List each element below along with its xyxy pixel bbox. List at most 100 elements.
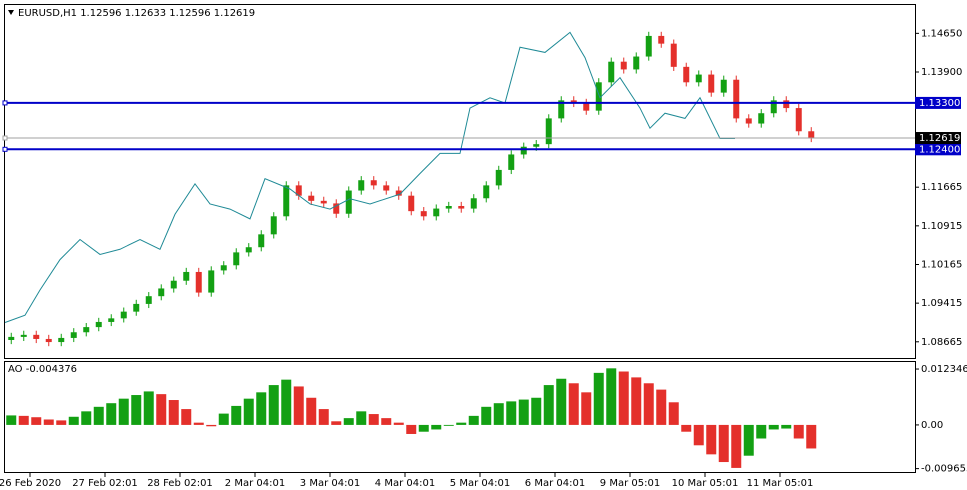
candle-body [470,198,477,209]
x-tick-label: 28 Feb 02:01 [147,478,213,489]
candle-body [758,113,765,124]
candle-body [770,100,777,114]
candle-body [270,216,277,235]
y-tick-label: 1.10915 [921,221,962,232]
ao-bar [31,417,42,425]
candle-body [158,288,165,297]
candle-body [433,208,440,217]
ao-bar [381,418,392,425]
candle-body [633,56,640,70]
ao-bar [518,399,529,425]
y-tick-label: 1.09415 [921,298,962,309]
ao-bar [531,397,542,425]
candle-body [33,334,40,339]
y-tick-label: -0.009653 [921,464,967,475]
ao-bar [781,424,792,429]
candle-body [420,211,427,217]
indicator-title: AO -0.004376 [8,364,77,375]
y-tick-label: 1.10165 [921,259,962,270]
ao-bar [18,415,29,425]
ao-bar [481,406,492,425]
candle-body [258,234,265,248]
candle-body [170,280,177,289]
level-handle [2,146,8,152]
candle-body [445,205,452,209]
ao-bar [356,411,367,425]
level-label: 1.12619 [919,133,960,144]
level-label-box [915,143,961,156]
ao-bar [331,421,342,425]
ao-bar [143,391,154,425]
candle-body [208,270,215,293]
candle-body [570,100,577,103]
y-tick-label: 1.13900 [921,67,962,78]
candle-body [20,334,27,337]
ao-bar [393,422,404,425]
candle-body [795,108,802,132]
candle-body [220,265,227,271]
ao-bar [93,406,104,425]
candle-body [720,79,727,93]
y-tick-label: 1.14650 [921,28,962,39]
ao-bar [718,424,729,463]
level-label: 1.13300 [919,98,960,109]
candle-body [583,102,590,111]
candle-body [308,195,315,201]
candle-body [708,74,715,93]
ao-bar [206,424,217,427]
ao-bar [456,422,467,425]
candle-body [620,61,627,70]
ao-bar [618,371,629,425]
x-tick-label: 27 Feb 02:01 [72,478,138,489]
y-tick-label: 0.00 [921,420,943,431]
ao-bar [368,414,379,425]
candle-body [58,337,65,343]
x-tick-label: 26 Feb 2020 [0,478,61,489]
ao-bar [581,392,592,425]
ao-bar [256,392,267,425]
candle-body [383,185,390,191]
candle-body [295,185,302,196]
ao-bar [431,424,442,430]
level-handle [2,100,8,106]
ao-bar [406,424,417,434]
chart-title: EURUSD,H1 1.12596 1.12633 1.12596 1.1261… [18,8,255,19]
candle-body [45,338,52,343]
ao-bar [593,372,604,425]
line-series [4,31,735,323]
candle-body [233,252,240,266]
ao-bar [543,385,554,425]
ao-bar [268,385,279,425]
ao-pane [4,361,916,473]
candle-body [670,43,677,67]
level-label: 1.12400 [919,144,960,155]
level-label-box [915,96,961,109]
level-label-box [915,132,961,145]
x-tick-label: 5 Mar 04:01 [450,478,510,489]
candle-body [70,332,77,338]
ao-bar [706,424,717,455]
y-tick-label: 1.11665 [921,182,962,193]
ao-bar [681,424,692,432]
x-tick-label: 11 Mar 05:01 [747,478,814,489]
candle-body [183,271,190,281]
candle-body [358,180,365,191]
ao-bar [643,383,654,425]
ao-bar [493,403,504,425]
ao-bar [131,395,142,425]
x-tick-label: 6 Mar 04:01 [525,478,585,489]
ao-bar [418,424,429,432]
candle-body [808,131,815,138]
ao-bar [293,386,304,425]
candle-body [745,118,752,124]
candle-body [83,327,90,333]
ao-bar [43,419,54,425]
ao-bar [568,383,579,425]
candle-body [545,118,552,145]
ao-bar [556,378,567,425]
ao-bar [6,415,17,425]
x-tick-label: 9 Mar 05:01 [600,478,660,489]
candle-body [108,318,115,322]
ao-bar [743,424,754,456]
